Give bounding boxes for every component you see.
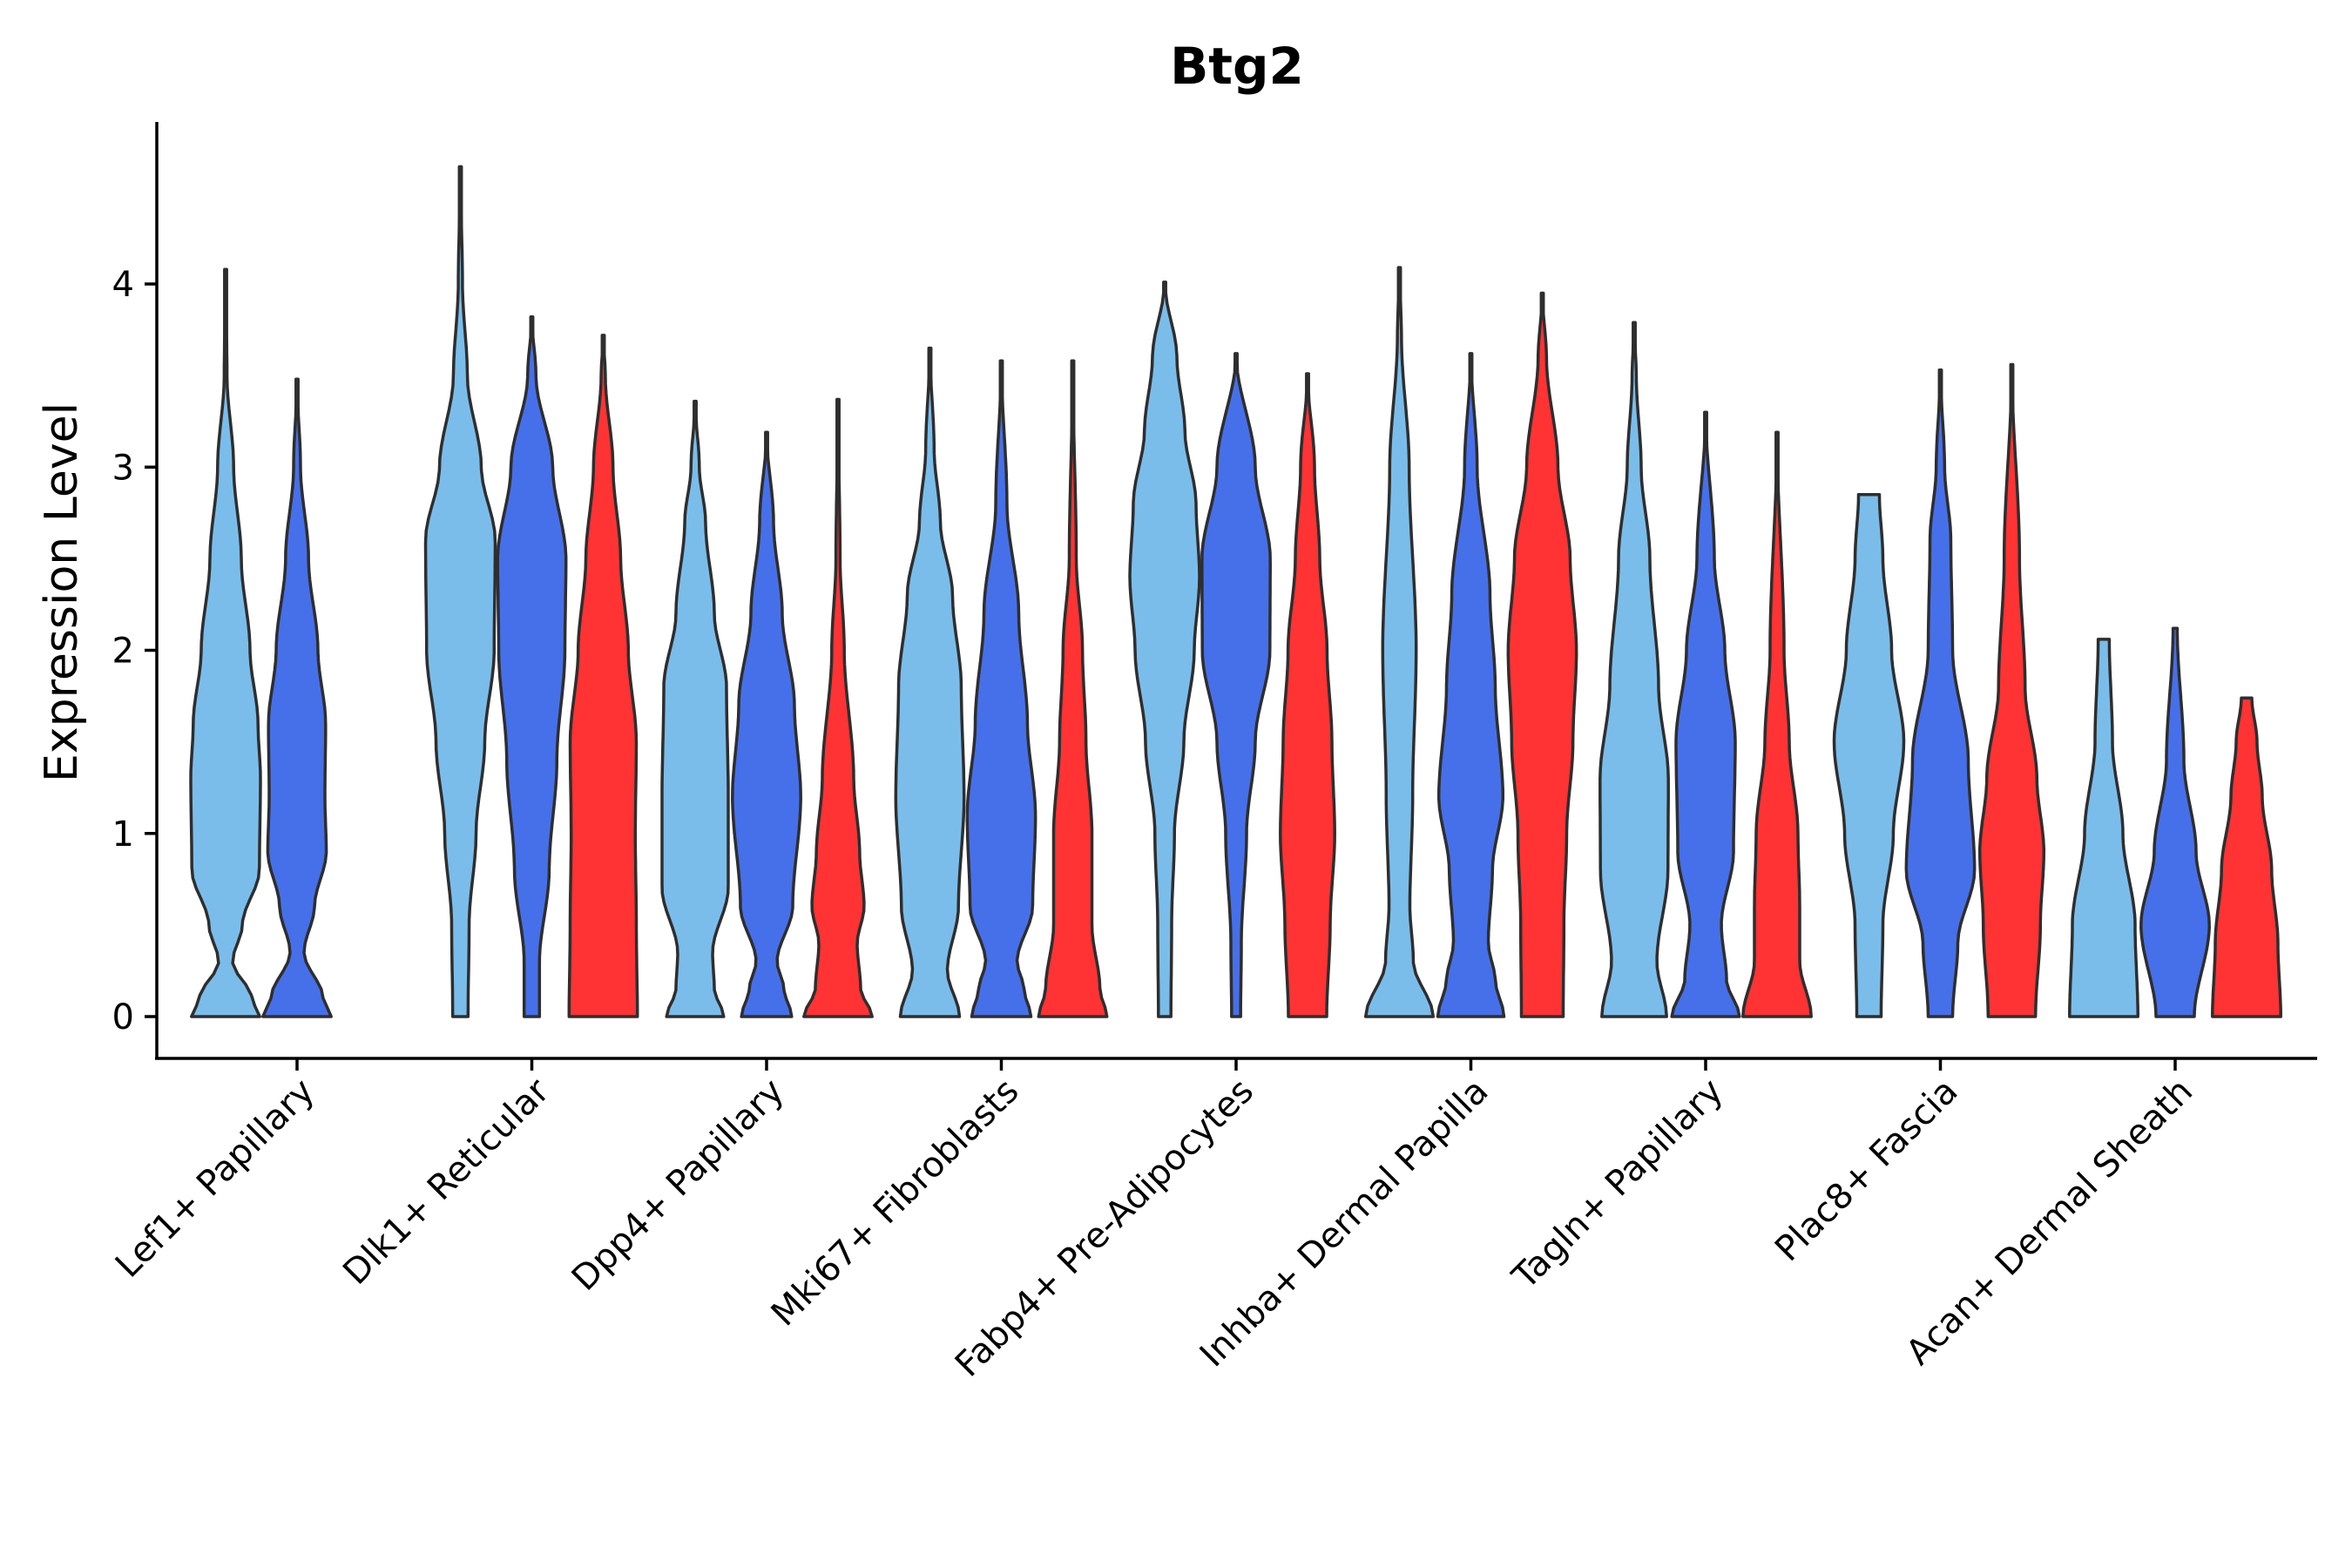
violin-7-0 bbox=[1832, 493, 1906, 1018]
violin-1-0 bbox=[423, 165, 497, 1018]
x-tick-label: Dpp4+ Papillary bbox=[564, 1071, 792, 1299]
x-tick-label: Lef1+ Papillary bbox=[108, 1071, 322, 1286]
violin-0-1 bbox=[261, 377, 333, 1018]
violin-8-2 bbox=[2211, 696, 2282, 1018]
violin-0-0 bbox=[189, 267, 262, 1018]
violin-2-2 bbox=[802, 397, 874, 1018]
violin-5-2 bbox=[1506, 291, 1578, 1018]
violin-7-1 bbox=[1904, 368, 1977, 1018]
violin-2-1 bbox=[731, 430, 802, 1018]
violin-2-0 bbox=[660, 399, 730, 1018]
violin-3-0 bbox=[894, 346, 966, 1018]
violin-5-0 bbox=[1363, 266, 1436, 1018]
violin-6-1 bbox=[1670, 410, 1741, 1018]
chart-title: Btg2 bbox=[1170, 37, 1304, 96]
x-tick-label: Tagln+ Papillary bbox=[1504, 1071, 1731, 1298]
violin-1-1 bbox=[496, 315, 568, 1018]
x-tick-label: Plac8+ Fascia bbox=[1767, 1071, 1966, 1270]
violin-6-2 bbox=[1741, 430, 1813, 1018]
y-axis-label: Expression Level bbox=[36, 402, 88, 782]
y-tick-label: 0 bbox=[112, 997, 134, 1037]
violin-6-0 bbox=[1598, 321, 1670, 1018]
violin-7-2 bbox=[1977, 362, 2046, 1018]
violin-8-0 bbox=[2068, 638, 2139, 1018]
violin-4-0 bbox=[1128, 280, 1201, 1018]
violin-4-2 bbox=[1279, 372, 1336, 1018]
violin-3-1 bbox=[965, 359, 1037, 1018]
violins-layer bbox=[189, 165, 2282, 1018]
violin-4-1 bbox=[1200, 352, 1272, 1018]
violin-8-1 bbox=[2139, 626, 2211, 1018]
y-tick-label: 1 bbox=[112, 814, 134, 855]
y-tick-label: 3 bbox=[112, 448, 134, 488]
x-tick-label: Dlk1+ Reticular bbox=[335, 1071, 558, 1293]
y-tick-label: 2 bbox=[112, 632, 134, 672]
violin-3-2 bbox=[1037, 359, 1109, 1018]
violin-1-2 bbox=[567, 334, 639, 1018]
violin-5-1 bbox=[1436, 352, 1506, 1018]
y-tick-label: 4 bbox=[112, 265, 134, 305]
x-tick-label: Mki67+ Fibroblasts bbox=[764, 1071, 1027, 1335]
